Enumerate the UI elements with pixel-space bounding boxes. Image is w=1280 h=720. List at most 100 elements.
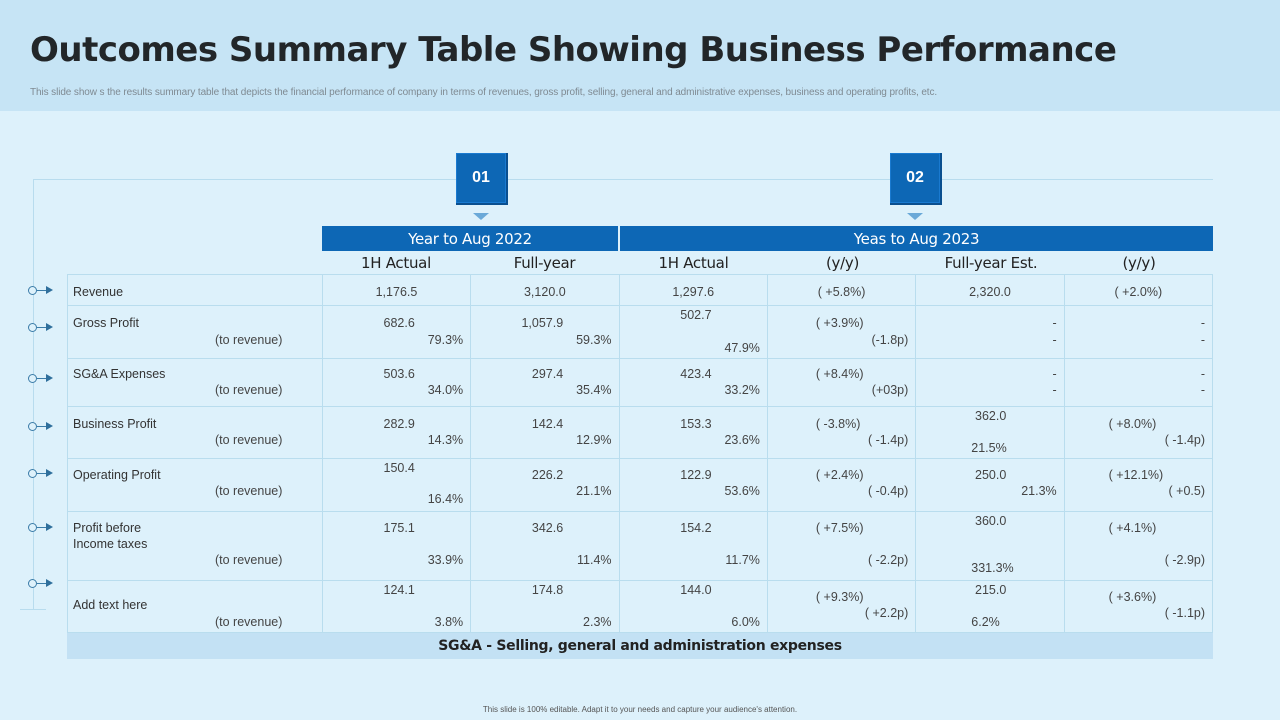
value-cell: 250.0 21.3% bbox=[916, 459, 1065, 511]
pointer-down-icon bbox=[907, 213, 923, 220]
value-cell: 215.0 6.2% bbox=[916, 581, 1065, 632]
connector-circle-icon bbox=[28, 579, 37, 588]
row-label: SG&A Expenses bbox=[73, 367, 166, 381]
value-sub: 12.9% bbox=[576, 433, 612, 447]
value-cell: 142.4 12.9% bbox=[471, 407, 620, 458]
value-main: 423.4 bbox=[680, 367, 712, 381]
value-main: ( +5.8%) bbox=[817, 285, 866, 299]
value-main: 144.0 bbox=[680, 583, 712, 597]
row-label-cell: Operating Profit (to revenue) bbox=[68, 459, 323, 511]
value-cell: 502.7 47.9% bbox=[620, 306, 768, 358]
table-row: Add text here (to revenue) 124.1 3.8% 174.8 2… bbox=[68, 581, 1214, 633]
value-sub: ( -1.4p) bbox=[1164, 433, 1206, 447]
row-label: Operating Profit bbox=[73, 468, 161, 482]
value-cell: ( +4.1%) ( -2.9p) bbox=[1065, 512, 1214, 580]
row-label-cell: Gross Profit (to revenue) bbox=[68, 306, 323, 358]
badge-01: 01 bbox=[456, 153, 508, 205]
frame-line-left bbox=[33, 179, 34, 609]
value-main: 226.2 bbox=[531, 468, 564, 482]
table-row: Operating Profit (to revenue) 150.4 16.4% 22… bbox=[68, 459, 1214, 512]
value-cell: 1,176.5 bbox=[323, 275, 472, 305]
value-cell: 282.9 14.3% bbox=[323, 407, 472, 458]
value-cell: 297.4 35.4% bbox=[471, 359, 620, 406]
value-cell: ( +3.6%) ( -1.1p) bbox=[1065, 581, 1214, 632]
value-main: 150.4 bbox=[383, 461, 415, 475]
value-cell: -- bbox=[1065, 359, 1214, 406]
value-sub: 14.3% bbox=[427, 433, 464, 447]
row-label: Add text here bbox=[73, 598, 148, 612]
arrow-right-icon bbox=[46, 579, 53, 587]
value-main: ( +4.1%) bbox=[1108, 521, 1157, 535]
value-cell: 122.9 53.6% bbox=[620, 459, 768, 511]
value-sub: ( +2.2p) bbox=[864, 606, 909, 620]
row-label-line2: Income taxes bbox=[73, 537, 148, 551]
value-main: 282.9 bbox=[383, 417, 415, 431]
value-cell: -- bbox=[1065, 306, 1214, 358]
value-sub: - bbox=[1200, 333, 1206, 347]
value-main: 502.7 bbox=[680, 308, 712, 322]
value-main: ( -3.8%) bbox=[815, 417, 861, 431]
header-band: Outcomes Summary Table Showing Business … bbox=[0, 0, 1280, 111]
value-main: 1,176.5 bbox=[375, 285, 418, 299]
connector-line bbox=[37, 473, 49, 474]
frame-line-foot bbox=[20, 609, 46, 610]
value-sub: 331.3% bbox=[971, 561, 1014, 575]
value-sub: 35.4% bbox=[576, 383, 612, 397]
connector-arrow-icon bbox=[28, 421, 58, 431]
badge-02: 02 bbox=[890, 153, 942, 205]
value-main: - bbox=[1052, 367, 1057, 381]
value-sub: 59.3% bbox=[576, 333, 612, 347]
value-sub: 3.8% bbox=[434, 615, 464, 629]
value-main: ( +2.0%) bbox=[1114, 285, 1163, 299]
to-revenue-label: (to revenue) bbox=[215, 433, 283, 447]
value-main: 297.4 bbox=[531, 367, 564, 381]
value-cell: 2,320.0 bbox=[916, 275, 1065, 305]
value-cell: ( +3.9%) (-1.8p) bbox=[768, 306, 917, 358]
arrow-right-icon bbox=[46, 523, 53, 531]
value-cell: 175.1 33.9% bbox=[323, 512, 472, 580]
value-sub: 2.3% bbox=[583, 615, 612, 629]
value-cell: -- bbox=[916, 359, 1065, 406]
to-revenue-label: (to revenue) bbox=[215, 333, 283, 347]
connector-arrow-icon bbox=[28, 285, 58, 295]
row-label-cell: Business Profit (to revenue) bbox=[68, 407, 323, 458]
row-label-cell: SG&A Expenses (to revenue) bbox=[68, 359, 323, 406]
group-header-2022: Year to Aug 2022 bbox=[322, 226, 618, 251]
value-main: 250.0 bbox=[975, 468, 1007, 482]
pointer-down-icon bbox=[473, 213, 489, 220]
value-main: ( +7.5%) bbox=[815, 521, 864, 535]
value-main: 215.0 bbox=[975, 583, 1007, 597]
value-sub: (-1.8p) bbox=[871, 333, 909, 347]
value-main: 360.0 bbox=[975, 514, 1007, 528]
row-label-cell: Add text here (to revenue) bbox=[68, 581, 323, 632]
value-sub: - bbox=[1052, 333, 1057, 347]
value-main: - bbox=[1200, 316, 1206, 330]
value-main: 1,297.6 bbox=[672, 285, 715, 299]
value-cell: 360.0 331.3% bbox=[916, 512, 1065, 580]
connector-line bbox=[37, 426, 49, 427]
value-sub: 21.3% bbox=[1021, 484, 1057, 498]
connector-circle-icon bbox=[28, 286, 37, 295]
value-cell: ( +12.1%) ( +0.5) bbox=[1065, 459, 1214, 511]
value-cell: 144.0 6.0% bbox=[620, 581, 768, 632]
connector-circle-icon bbox=[28, 469, 37, 478]
value-sub: - bbox=[1052, 383, 1057, 397]
value-cell: 174.8 2.3% bbox=[471, 581, 620, 632]
value-cell: ( +2.4%)( -0.4p) bbox=[768, 459, 917, 511]
value-sub: 47.9% bbox=[724, 341, 760, 355]
value-sub: 11.7% bbox=[725, 553, 760, 567]
column-header: Full-year Est. bbox=[944, 254, 1038, 272]
row-label: Profit before bbox=[73, 521, 142, 535]
value-main: 175.1 bbox=[383, 521, 415, 535]
arrow-right-icon bbox=[46, 374, 53, 382]
connector-circle-icon bbox=[28, 422, 37, 431]
connector-line bbox=[37, 583, 49, 584]
value-sub: 6.2% bbox=[971, 615, 1000, 629]
value-main: ( +8.0%) bbox=[1108, 417, 1157, 431]
value-sub: 53.6% bbox=[724, 484, 760, 498]
column-header: Full-year bbox=[513, 254, 576, 272]
row-label: Revenue bbox=[73, 285, 124, 299]
value-sub: 16.4% bbox=[427, 492, 464, 506]
frame-line-top bbox=[33, 179, 1213, 180]
value-main: ( +8.4%) bbox=[815, 367, 864, 381]
